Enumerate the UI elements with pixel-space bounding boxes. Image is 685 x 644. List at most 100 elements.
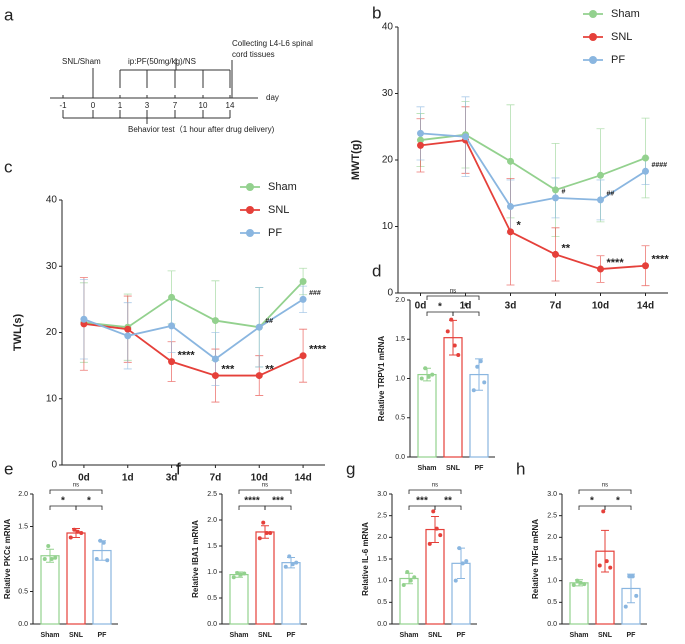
error-bar — [601, 529, 609, 573]
data-point — [438, 533, 443, 538]
y-tick-label: 1.0 — [18, 556, 28, 563]
legend-label: PF — [268, 227, 282, 239]
significance-label: * — [61, 496, 65, 507]
bar — [417, 373, 437, 458]
bar — [229, 573, 249, 625]
y-tick-label: 1.5 — [377, 556, 387, 563]
x-tick-label: SNL — [598, 632, 613, 639]
y-tick-label: 10 — [382, 221, 394, 232]
timeline-day: 7 — [173, 101, 178, 110]
annotation: ** — [265, 363, 274, 375]
y-tick-label: 0.5 — [395, 415, 405, 422]
panel-letter: h — [516, 459, 525, 478]
timeline-unit: day — [266, 93, 279, 102]
significance-label: ns — [73, 483, 79, 489]
series-line — [83, 298, 304, 361]
y-tick-label: 10 — [46, 393, 58, 404]
x-tick-label: Sham — [569, 632, 588, 639]
y-tick-label: 3.0 — [547, 491, 557, 498]
x-tick-label: 1d — [122, 473, 134, 484]
data-point — [235, 571, 240, 576]
y-axis-label: Relative IL-6 mRNA — [361, 522, 370, 596]
point — [80, 315, 88, 323]
y-tick-label: 0 — [387, 288, 393, 299]
y-tick-label: 1.0 — [207, 569, 217, 576]
series-line — [420, 139, 646, 270]
data-point — [471, 388, 476, 393]
data-point — [405, 570, 410, 574]
point — [299, 295, 307, 303]
y-tick-label: 2.5 — [207, 491, 217, 498]
data-point — [627, 574, 632, 579]
point — [255, 372, 263, 380]
legend-marker — [589, 10, 597, 18]
y-tick-label: 0.0 — [547, 621, 557, 628]
annotation: ## — [607, 191, 615, 198]
legend-label: SNL — [268, 204, 289, 216]
point — [168, 293, 176, 301]
legend-marker — [246, 183, 254, 191]
significance-label: **** — [244, 496, 260, 507]
point — [642, 167, 649, 175]
x-tick-label: SNL — [69, 632, 84, 639]
significance-label: * — [438, 302, 442, 313]
panel-letter: f — [176, 459, 181, 478]
legend-label: PF — [611, 54, 625, 66]
point — [552, 250, 559, 258]
point — [597, 171, 604, 179]
x-tick-label: SNL — [258, 632, 273, 639]
data-point — [456, 352, 461, 357]
timeline-day: 0 — [91, 101, 96, 110]
data-point — [94, 557, 99, 561]
x-tick-label: Sham — [229, 632, 248, 639]
point — [507, 157, 514, 165]
y-tick-label: 30 — [46, 261, 58, 272]
point — [642, 154, 649, 162]
point — [597, 265, 604, 273]
y-tick-label: 0.5 — [18, 588, 28, 595]
y-tick-label: 2.0 — [207, 517, 217, 524]
x-tick-label: 7d — [210, 473, 222, 484]
data-point — [601, 509, 606, 514]
panel-letter: d — [372, 261, 381, 280]
bar — [255, 531, 275, 625]
data-point — [412, 575, 417, 580]
point — [299, 352, 307, 360]
x-tick-label: 1d — [460, 301, 472, 312]
annotation: **** — [178, 350, 196, 362]
point — [507, 228, 514, 236]
data-point — [105, 558, 110, 563]
point — [417, 129, 424, 137]
point — [299, 277, 307, 285]
y-axis-label: Relative TNFα mRNA — [531, 519, 540, 599]
annotation: #### — [652, 162, 668, 169]
x-tick-label: SNL — [428, 632, 443, 639]
y-tick-label: 1.5 — [207, 543, 217, 550]
timeline-day: 3 — [145, 101, 150, 110]
y-tick-label: 0.0 — [395, 454, 405, 461]
data-point — [264, 531, 269, 535]
data-point — [294, 560, 299, 565]
annotation: **** — [607, 257, 625, 269]
x-tick-label: 14d — [294, 473, 311, 484]
timeline-day: 14 — [226, 101, 235, 110]
data-point — [68, 535, 73, 540]
significance-label: * — [590, 496, 594, 507]
significance-bracket — [578, 489, 632, 494]
data-point — [75, 529, 80, 534]
data-point — [582, 582, 587, 587]
significance-label: ns — [262, 483, 268, 489]
significance-bracket — [264, 505, 292, 510]
timeline-behavior: Behavior test（1 hour after drug delivery… — [128, 125, 275, 134]
y-axis-label: Relative IBA1 mRNA — [191, 520, 200, 598]
timeline-day: 10 — [199, 101, 208, 110]
significance-label: * — [464, 302, 468, 313]
data-point — [79, 531, 84, 535]
y-tick-label: 2.0 — [395, 297, 405, 304]
annotation: ## — [265, 318, 273, 325]
annotation: # — [562, 189, 566, 196]
legend-label: Sham — [611, 8, 640, 20]
x-tick-label: PF — [475, 465, 485, 472]
y-tick-label: 20 — [382, 155, 394, 166]
